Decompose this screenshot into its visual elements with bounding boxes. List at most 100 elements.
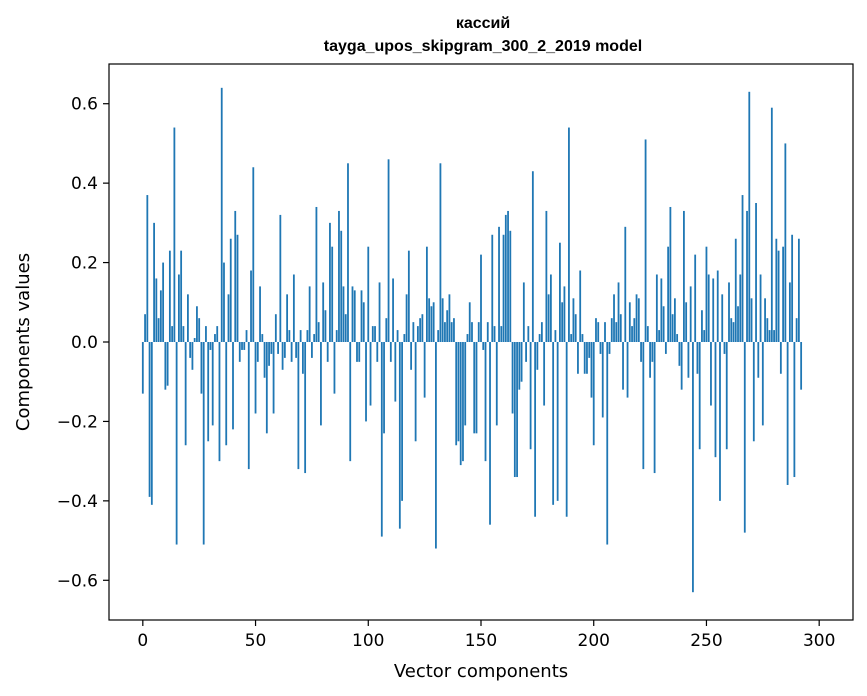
bar-287 xyxy=(788,282,791,342)
bar-97 xyxy=(360,290,363,342)
bar-288 xyxy=(791,234,794,342)
bar-286 xyxy=(786,342,789,485)
bar-225 xyxy=(649,342,651,378)
bar-35 xyxy=(220,87,223,342)
bar-277 xyxy=(766,318,769,342)
bar-158 xyxy=(498,226,500,342)
y-tick-label: 0.4 xyxy=(71,174,98,194)
bar-258 xyxy=(723,342,726,354)
bar-62 xyxy=(281,342,284,370)
bar-217 xyxy=(631,326,633,342)
bar-187 xyxy=(563,286,566,342)
bar-136 xyxy=(448,294,451,342)
bar-152 xyxy=(484,342,487,462)
bar-167 xyxy=(518,342,521,390)
bar-99 xyxy=(365,342,367,422)
bar-210 xyxy=(615,322,618,342)
x-tick-label: 100 xyxy=(352,631,384,651)
bar-5 xyxy=(153,222,155,342)
bar-153 xyxy=(486,322,489,342)
bar-29 xyxy=(207,342,210,442)
bar-126 xyxy=(425,246,428,342)
bar-106 xyxy=(380,342,383,537)
bar-139 xyxy=(455,342,458,446)
plot-frame xyxy=(108,63,854,621)
bar-157 xyxy=(495,342,498,426)
bar-76 xyxy=(313,334,316,342)
bar-141 xyxy=(459,342,462,466)
bar-200 xyxy=(592,342,595,446)
bar-261 xyxy=(730,318,733,342)
bar-8 xyxy=(159,290,162,342)
bar-230 xyxy=(660,278,663,342)
bar-140 xyxy=(457,342,460,442)
bar-118 xyxy=(407,250,410,342)
bar-9 xyxy=(162,262,165,342)
bar-42 xyxy=(236,234,239,342)
bar-60 xyxy=(277,342,279,354)
y-tick-label: 0.2 xyxy=(71,254,98,274)
bar-162 xyxy=(507,210,509,342)
bar-83 xyxy=(329,222,331,342)
bar-105 xyxy=(378,282,381,342)
bar-149 xyxy=(477,322,480,342)
bar-101 xyxy=(369,342,372,406)
x-tick-label: 50 xyxy=(245,631,267,651)
chart-title: кассий xyxy=(456,15,510,32)
bar-103 xyxy=(374,326,376,342)
bar-197 xyxy=(586,342,588,374)
bar-54 xyxy=(263,342,266,378)
y-axis-label: Components values xyxy=(13,253,34,431)
bar-172 xyxy=(529,342,532,450)
bar-115 xyxy=(401,342,403,501)
bar-160 xyxy=(502,234,505,342)
bar-234 xyxy=(669,206,672,342)
bar-285 xyxy=(784,143,787,342)
bar-28 xyxy=(205,326,207,342)
bar-279 xyxy=(770,107,773,342)
bar-178 xyxy=(543,342,546,406)
bar-166 xyxy=(516,342,518,478)
bar-36 xyxy=(223,262,225,342)
x-tick-label: 300 xyxy=(803,631,835,651)
bar-119 xyxy=(410,342,413,370)
bar-199 xyxy=(590,342,593,398)
bar-70 xyxy=(299,330,302,342)
bar-120 xyxy=(412,322,415,342)
bar-112 xyxy=(394,342,397,402)
bar-38 xyxy=(227,294,230,342)
bar-245 xyxy=(694,254,697,342)
bar-33 xyxy=(216,326,219,342)
bar-110 xyxy=(389,342,392,362)
bar-202 xyxy=(597,322,600,342)
bar-198 xyxy=(588,342,591,358)
bar-253 xyxy=(712,278,715,342)
bar-48 xyxy=(250,270,252,342)
bar-63 xyxy=(283,342,286,358)
bar-117 xyxy=(405,294,408,342)
bar-168 xyxy=(520,342,523,382)
bar-72 xyxy=(304,342,307,474)
bar-148 xyxy=(475,342,478,434)
bar-56 xyxy=(268,342,270,366)
bar-267 xyxy=(743,342,746,533)
bar-95 xyxy=(356,342,358,362)
bar-205 xyxy=(604,322,606,342)
bar-249 xyxy=(703,330,706,342)
bar-89 xyxy=(342,286,345,342)
bar-255 xyxy=(716,270,719,342)
bar-108 xyxy=(385,318,388,342)
bar-266 xyxy=(741,195,744,342)
bar-181 xyxy=(549,274,552,342)
bar-164 xyxy=(511,342,514,414)
bar-104 xyxy=(376,342,379,362)
bar-1 xyxy=(144,314,146,342)
bar-4 xyxy=(150,342,153,505)
bar-229 xyxy=(658,330,661,342)
bar-154 xyxy=(489,342,491,525)
bar-128 xyxy=(430,306,433,342)
bar-77 xyxy=(315,206,318,342)
bar-40 xyxy=(232,342,234,430)
bar-57 xyxy=(270,342,273,354)
bar-82 xyxy=(326,342,329,362)
